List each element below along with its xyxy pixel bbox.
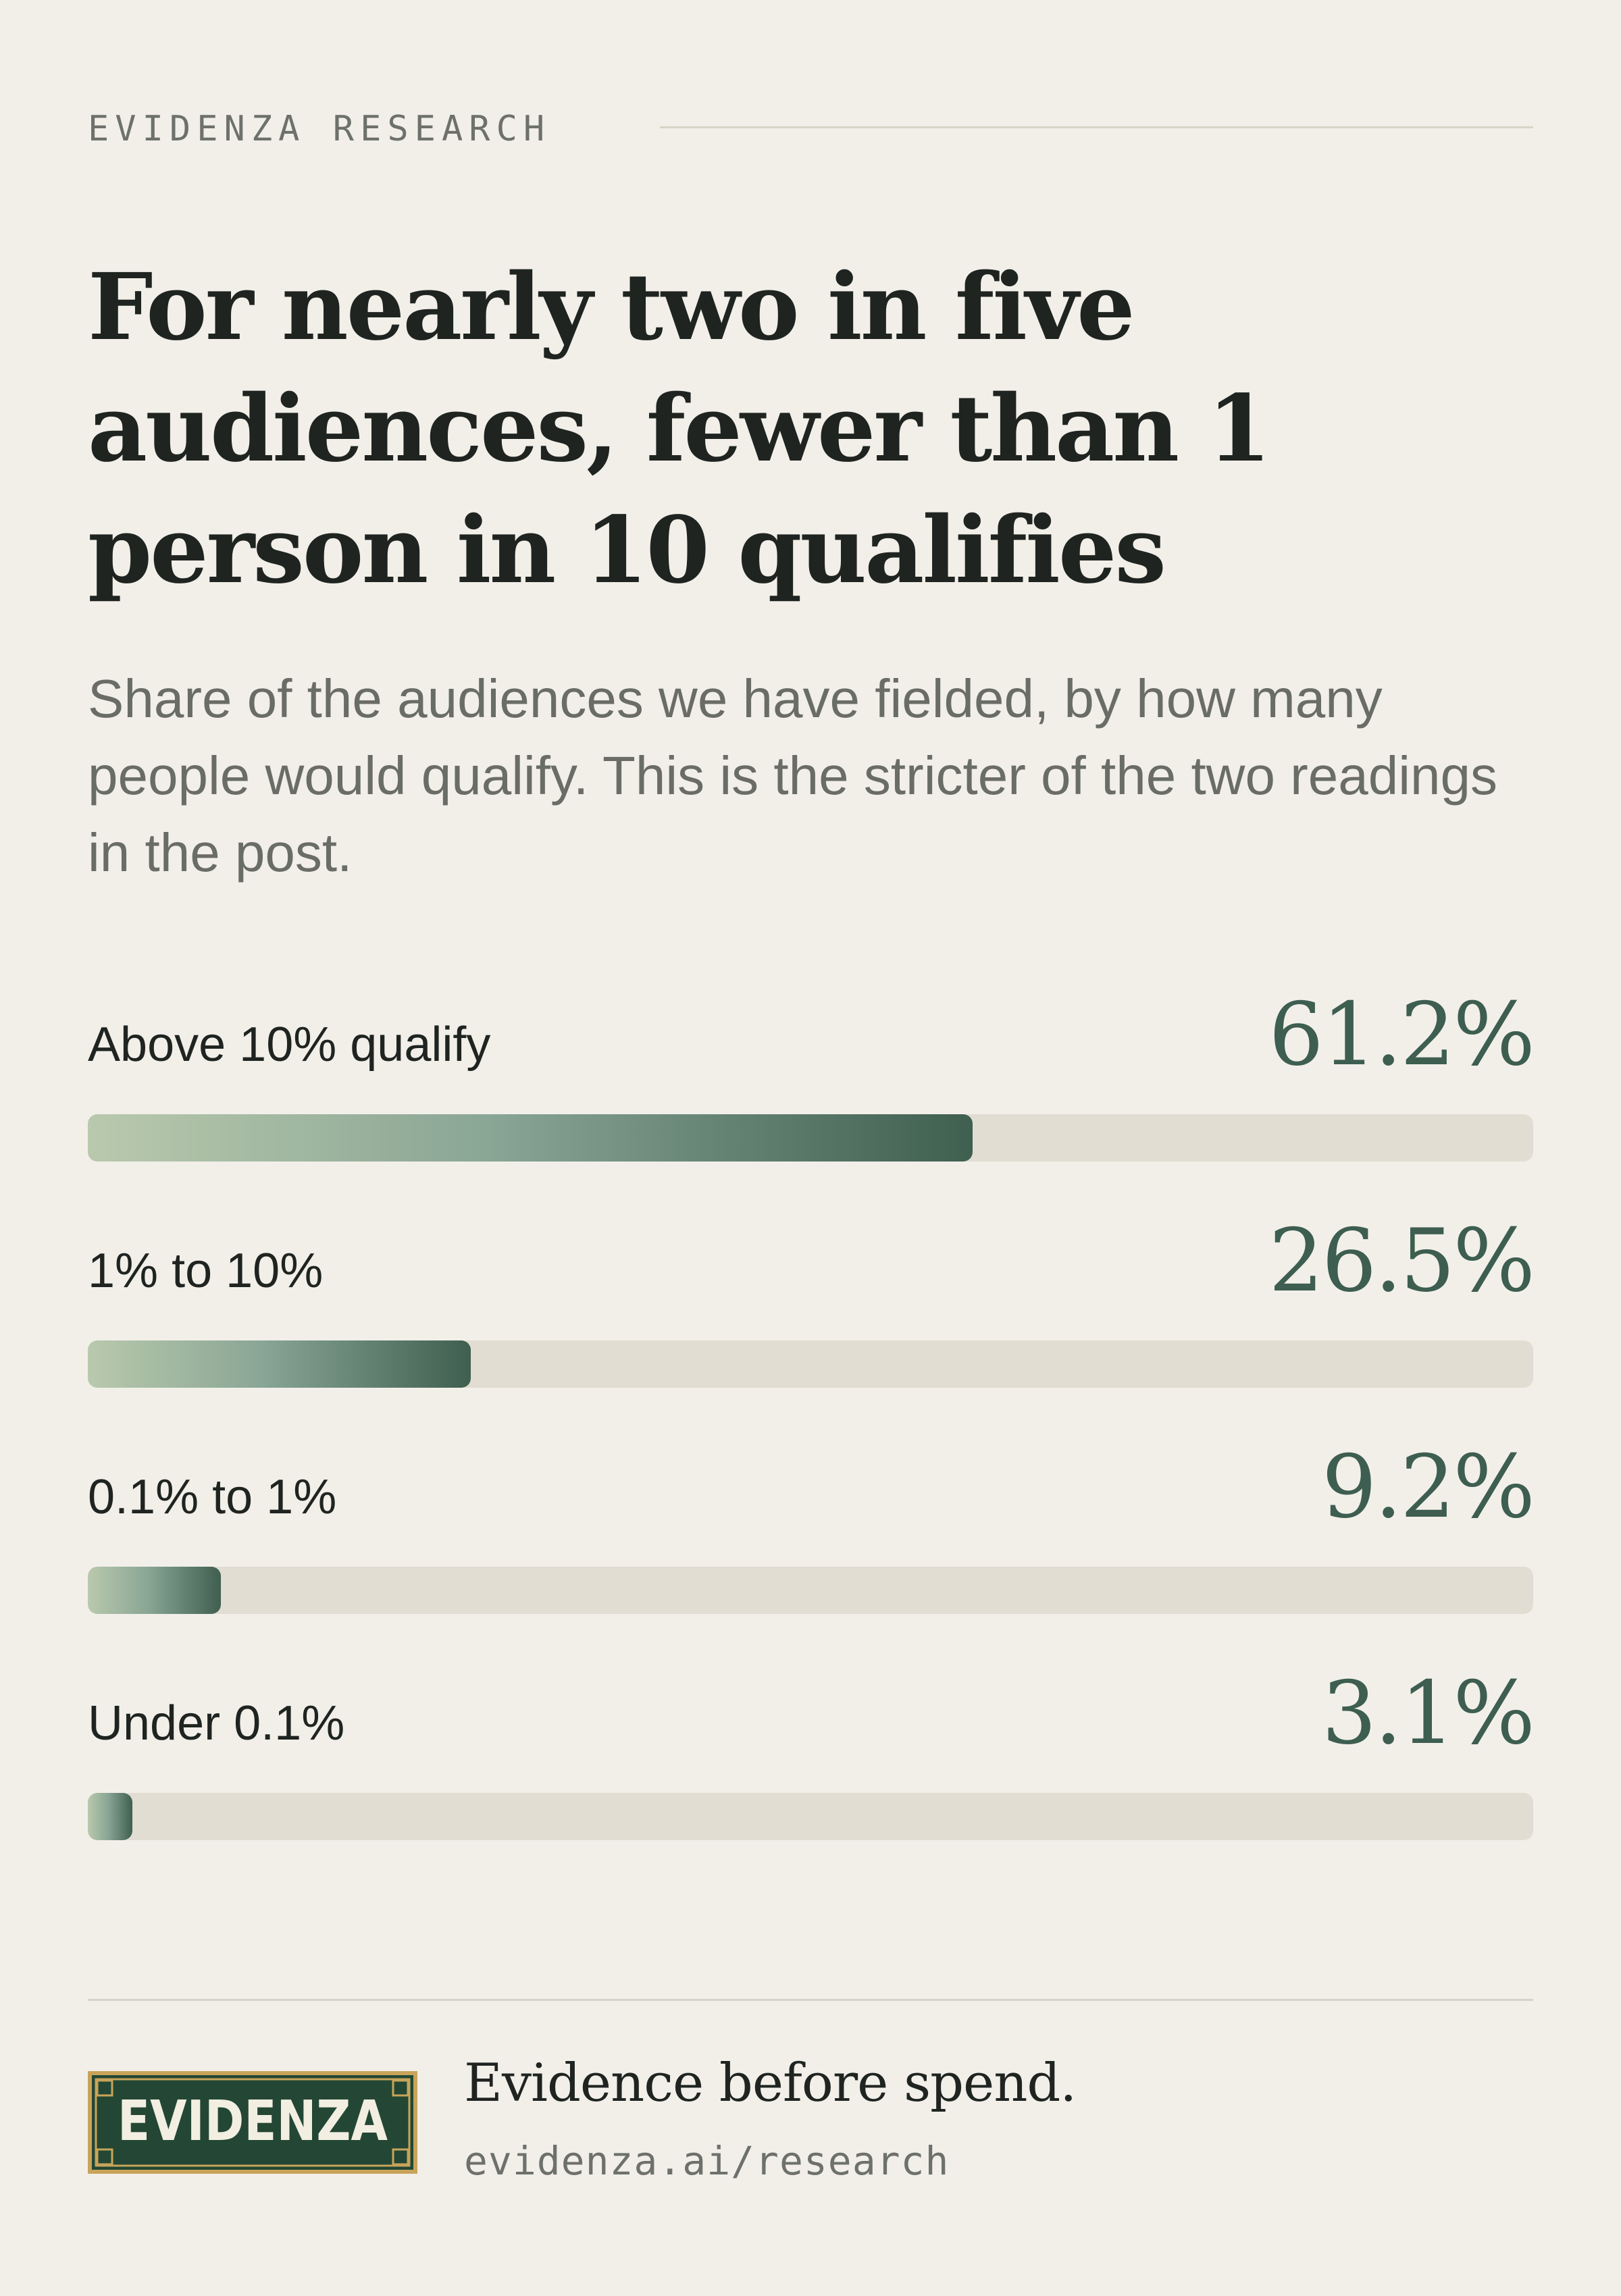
bar-category-label: 0.1% to 1% (88, 1470, 337, 1524)
bar-row: Above 10% qualify 61.2% (88, 972, 1535, 1175)
evidenza-logo-mark: EVIDENZA (88, 2071, 417, 2174)
bar-fill (88, 1567, 221, 1614)
bar-fill (88, 1793, 132, 1840)
tagline: Evidence before spend. (464, 2053, 1077, 2114)
footer-divider (88, 1999, 1533, 2001)
bar-track (88, 1114, 1533, 1162)
bar-track (88, 1793, 1533, 1840)
bar-track (88, 1567, 1533, 1614)
page-subtitle: Share of the audiences we have fielded, … (88, 669, 1498, 883)
bar-value-label: 26.5% (1268, 1211, 1535, 1311)
bar-row: 1% to 10% 26.5% (88, 1199, 1535, 1401)
bar-value-label: 9.2% (1321, 1437, 1535, 1538)
bar-fill (88, 1340, 471, 1388)
eyebrow-label: EVIDENZA RESEARCH (88, 109, 551, 149)
bar-category-label: 1% to 10% (88, 1244, 324, 1298)
bar-value-label: 3.1% (1321, 1663, 1535, 1764)
bar-chart: Above 10% qualify 61.2% 1% to 10% 26.5% 0.1%… (88, 972, 1535, 1850)
eyebrow-divider (660, 126, 1533, 128)
bar-row: Under 0.1% 3.1% (88, 1651, 1535, 1854)
bar-value-label: 61.2% (1268, 985, 1535, 1085)
logo-text: EVIDENZA (118, 2089, 388, 2154)
bar-category-label: Under 0.1% (88, 1696, 345, 1750)
evidenza-logo: EVIDENZA (88, 2071, 417, 2177)
bar-fill (88, 1114, 973, 1162)
bar-row: 0.1% to 1% 9.2% (88, 1425, 1535, 1627)
page-title: For nearly two in five audiences, fewer … (88, 253, 1271, 604)
bar-category-label: Above 10% qualify (88, 1018, 491, 1072)
bar-track (88, 1340, 1533, 1388)
footer-url[interactable]: evidenza.ai/research (464, 2138, 950, 2184)
